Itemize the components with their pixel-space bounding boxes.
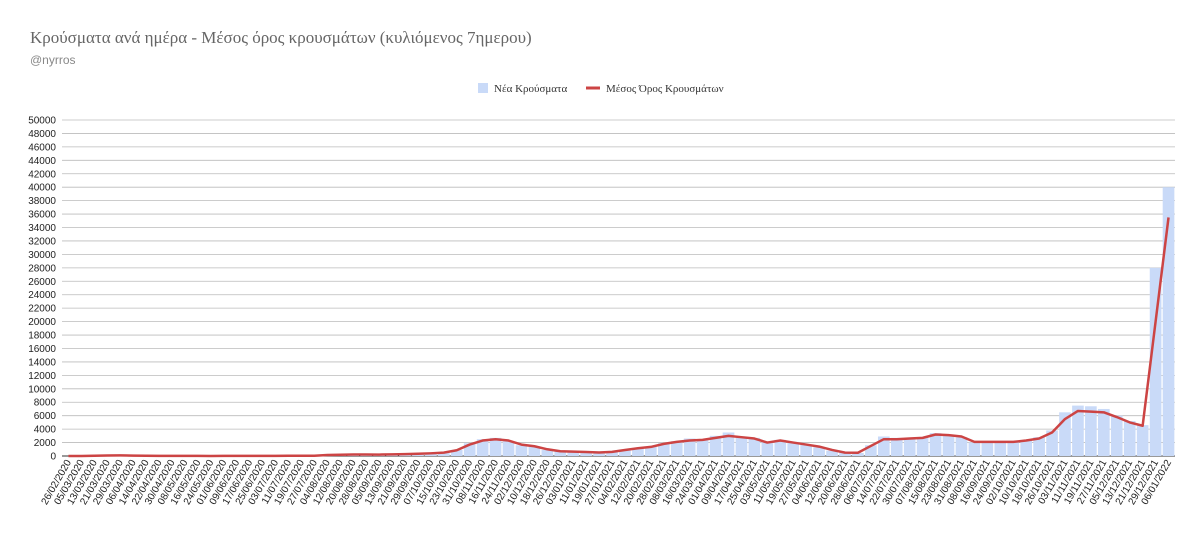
y-tick-label: 6000 (34, 411, 57, 422)
bar (1085, 406, 1097, 456)
y-tick-label: 16000 (28, 344, 56, 355)
y-tick-label: 26000 (28, 277, 56, 288)
bar (994, 442, 1006, 456)
y-tick-label: 14000 (28, 357, 56, 368)
bar (982, 442, 994, 456)
bar (943, 435, 955, 456)
y-tick-label: 34000 (28, 223, 56, 234)
y-tick-label: 38000 (28, 196, 56, 207)
legend-label: Μέσος Όρος Κρουσμάτων (606, 83, 724, 95)
y-tick-label: 0 (50, 452, 56, 463)
bar (1111, 416, 1123, 456)
y-tick-label: 32000 (28, 236, 56, 247)
y-tick-label: 46000 (28, 142, 56, 153)
bar (969, 443, 981, 456)
y-tick-label: 44000 (28, 156, 56, 167)
y-tick-label: 40000 (28, 183, 56, 194)
y-tick-label: 8000 (34, 398, 57, 409)
legend-swatch (478, 83, 488, 93)
bar (736, 437, 748, 456)
bar (1137, 425, 1149, 456)
bar (1098, 409, 1110, 456)
y-tick-label: 30000 (28, 250, 56, 261)
bar (956, 437, 968, 456)
y-tick-label: 2000 (34, 438, 57, 449)
bar (516, 445, 528, 456)
chart-title: Κρούσματα ανά ημέρα - Μέσος όρος κρουσμά… (30, 28, 532, 47)
y-tick-label: 10000 (28, 384, 56, 395)
y-tick-label: 48000 (28, 129, 56, 140)
y-tick-label: 18000 (28, 331, 56, 342)
bar (697, 439, 709, 456)
bar (917, 437, 929, 456)
y-tick-label: 12000 (28, 371, 56, 382)
y-tick-label: 22000 (28, 304, 56, 315)
bar (503, 441, 515, 456)
y-tick-label: 50000 (28, 116, 56, 127)
bar (891, 438, 903, 456)
y-tick-label: 4000 (34, 425, 57, 436)
y-tick-label: 28000 (28, 263, 56, 274)
bar (762, 442, 774, 456)
y-tick-label: 36000 (28, 210, 56, 221)
bar (1124, 421, 1136, 456)
line (68, 217, 1168, 456)
bar (1020, 441, 1032, 456)
chart-subtitle: @nyrros (30, 53, 76, 67)
y-tick-label: 24000 (28, 290, 56, 301)
y-tick-label: 42000 (28, 169, 56, 180)
legend-label: Νέα Κρούσματα (494, 83, 567, 95)
bar (1007, 442, 1019, 456)
bar (904, 438, 916, 456)
y-tick-label: 20000 (28, 317, 56, 328)
